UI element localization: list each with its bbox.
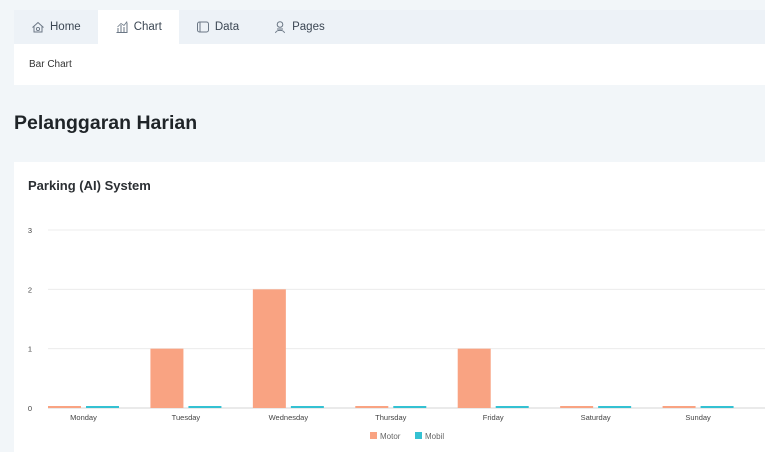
bar-mobil — [700, 406, 734, 408]
bar-motor — [355, 406, 389, 408]
tab-pages[interactable]: Pages — [256, 10, 342, 44]
y-tick-label: 2 — [28, 285, 32, 294]
tab-home[interactable]: Home — [14, 10, 98, 44]
home-icon — [31, 20, 45, 34]
legend-label-mobil: Mobil — [425, 432, 444, 441]
chart-icon — [115, 20, 129, 34]
bar-motor — [252, 289, 286, 408]
tab-chart-label: Chart — [133, 21, 162, 33]
bar-motor — [48, 406, 81, 408]
bar-mobil — [290, 406, 324, 408]
legend-label-motor: Motor — [380, 432, 401, 441]
x-tick-label: Sunday — [685, 413, 711, 422]
bar-mobil — [188, 406, 222, 408]
breadcrumb: Bar Chart — [29, 59, 72, 70]
chart-card: 0 1 2 3 Monday Tuesday Wednesday Thursday Friday… — [14, 162, 765, 452]
bar-mobil — [598, 406, 632, 408]
pages-icon — [273, 20, 287, 34]
legend-swatch-motor — [370, 432, 377, 439]
tab-data-label: Data — [214, 21, 240, 33]
tab-pages-label: Pages — [292, 21, 325, 33]
breadcrumb-bar: Bar Chart — [14, 44, 765, 85]
y-tick-label: 0 — [28, 404, 32, 413]
data-icon — [196, 20, 210, 34]
bar-motor — [457, 348, 491, 408]
bar-chart: 0 1 2 3 Monday Tuesday Wednesday Thursday Friday… — [28, 226, 765, 441]
x-tick-label: Saturday — [581, 413, 611, 422]
tab-data[interactable]: Data — [179, 10, 256, 44]
bar-motor — [150, 348, 184, 408]
bar-mobil — [86, 406, 119, 408]
top-navigation: Home Chart Data Pages — [14, 10, 765, 44]
tab-chart[interactable]: Chart — [97, 10, 179, 44]
bar-motor — [662, 406, 696, 408]
y-tick-label: 1 — [28, 345, 32, 354]
legend-swatch-mobil — [415, 432, 422, 439]
chart-title: Parking (AI) System — [28, 178, 151, 193]
x-tick-label: Friday — [483, 413, 504, 422]
bar-mobil — [393, 406, 427, 408]
tab-home-label: Home — [50, 21, 81, 33]
x-tick-label: Tuesday — [172, 413, 201, 422]
x-tick-label: Wednesday — [269, 413, 309, 422]
page-title: Pelanggaran Harian — [14, 112, 198, 134]
y-tick-label: 3 — [28, 226, 32, 235]
bar-motor — [560, 406, 594, 408]
bar-mobil — [495, 406, 529, 408]
x-tick-label: Monday — [70, 413, 97, 422]
x-tick-label: Thursday — [375, 413, 407, 422]
